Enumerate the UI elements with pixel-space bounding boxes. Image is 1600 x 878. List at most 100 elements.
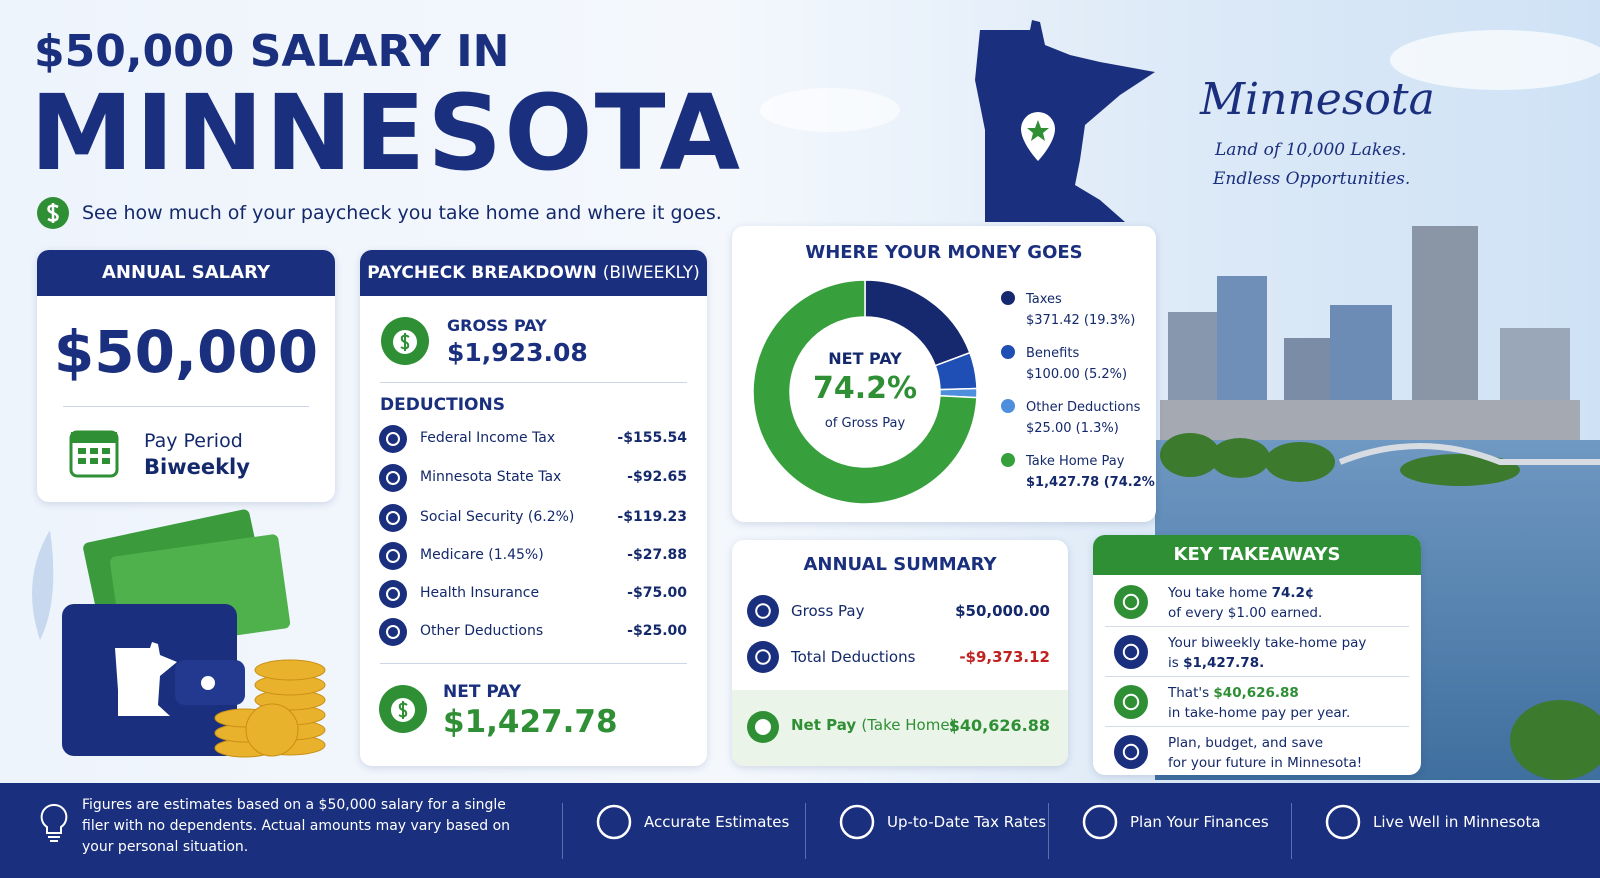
- summary-value: $50,000.00: [955, 602, 1050, 620]
- cloud: [1390, 30, 1600, 90]
- cloud: [760, 88, 900, 132]
- legend-swatch: [1001, 345, 1015, 359]
- dollar-icon: [37, 197, 69, 229]
- legend-swatch: [1001, 453, 1015, 467]
- deduction-icon: [379, 618, 407, 646]
- takeaway-line: You take home 74.2¢: [1168, 585, 1314, 601]
- footer-note: Figures are estimates based on a $50,000…: [82, 797, 511, 855]
- gross-label: GROSS PAY: [447, 316, 547, 335]
- legend-swatch: [1001, 399, 1015, 413]
- state-map: [975, 20, 1155, 222]
- takeaway-text: of every $1.00 earned.: [1168, 605, 1323, 621]
- deduction-icon: [379, 425, 407, 453]
- icon-circle: [747, 595, 779, 627]
- icon-glyph: [386, 549, 400, 563]
- feature-icon: [839, 804, 875, 840]
- net-label-text: Net Pay: [791, 716, 857, 734]
- icon-circle: [379, 618, 407, 646]
- divider: [380, 663, 687, 664]
- heading-text: PAYCHECK BREAKDOWN: [367, 263, 597, 283]
- legend-value: $25.00 (1.3%): [1026, 421, 1119, 436]
- summary-icon: [747, 595, 779, 627]
- divider: [1291, 803, 1292, 859]
- period-label: Pay Period: [144, 430, 243, 452]
- feature-label: Up-to-Date Tax Rates: [887, 813, 1047, 831]
- takeaway-icon: [1114, 735, 1148, 769]
- deduction-amount: -$25.00: [627, 623, 687, 639]
- card-heading: ANNUAL SALARY: [37, 250, 335, 296]
- deduction-name: Other Deductions: [420, 623, 544, 639]
- legend-label: Taxes: [1025, 292, 1062, 307]
- deduction-icon: [379, 464, 407, 492]
- feature-label: Live Well in Minnesota: [1373, 813, 1541, 831]
- summary-card: ANNUAL SUMMARY Net Pay (Take Home) $40,6…: [732, 540, 1068, 766]
- legend-value: $100.00 (5.2%): [1026, 367, 1127, 382]
- title-line2: MINNESOTA: [30, 72, 742, 194]
- bulb-icon: [40, 803, 68, 842]
- net-value: $40,626.88: [948, 716, 1050, 735]
- bridge: [1338, 443, 1600, 465]
- takeaway-icon: [1114, 635, 1148, 669]
- period-value: Biweekly: [144, 455, 250, 479]
- net-row: Net Pay (Take Home) $40,626.88: [732, 690, 1068, 766]
- icon-circle: [747, 641, 779, 673]
- wallet-illustration: [32, 509, 326, 758]
- net-label: Net Pay (Take Home): [791, 716, 955, 734]
- deduction-icon: [379, 504, 407, 532]
- net-note: (Take Home): [861, 716, 956, 734]
- footer: Figures are estimates based on a $50,000…: [0, 783, 1600, 878]
- summary-heading: ANNUAL SUMMARY: [803, 554, 997, 575]
- deduction-amount: -$155.54: [617, 430, 687, 446]
- divider: [1105, 676, 1409, 677]
- brand-tagline: Land of 10,000 Lakes.: [1215, 140, 1407, 160]
- feature-icon: [1082, 804, 1118, 840]
- card-heading: PAYCHECK BREAKDOWN (BIWEEKLY): [360, 250, 707, 296]
- gross-value: $1,923.08: [447, 338, 588, 367]
- calendar-icon: [69, 430, 119, 478]
- trees: [1160, 433, 1600, 780]
- deduction-amount: -$119.23: [617, 509, 687, 525]
- divider: [805, 803, 806, 859]
- takeaway-text: is: [1168, 655, 1184, 671]
- icon-circle: [379, 425, 407, 453]
- takeaway-text: 74.2¢: [1271, 585, 1315, 601]
- takeaway-text: $40,626.88: [1213, 685, 1299, 701]
- takeaway-text: That's: [1168, 685, 1214, 701]
- icon-circle: [839, 804, 875, 840]
- legend-label: Take Home Pay: [1025, 454, 1125, 469]
- divider: [1105, 626, 1409, 627]
- icon-glyph: [386, 432, 400, 446]
- icon-glyph: [1122, 643, 1140, 661]
- takeaway-icon: [1114, 685, 1148, 719]
- takeaway-line: Your biweekly take-home pay: [1168, 635, 1366, 651]
- icon-circle: [1114, 635, 1148, 669]
- deduction-amount: -$75.00: [627, 585, 687, 601]
- takeaway-line: Plan, budget, and save: [1168, 735, 1323, 751]
- takeaway-line: in take-home pay per year.: [1168, 705, 1350, 721]
- legend-value: $1,427.78 (74.2%): [1026, 475, 1156, 490]
- feature-icon: [596, 804, 632, 840]
- legend-value: $371.42 (19.3%): [1026, 313, 1135, 328]
- icon-glyph: [755, 603, 771, 619]
- map-pin: [1021, 112, 1055, 161]
- deduction-name: Health Insurance: [420, 585, 540, 601]
- takeaway-text: You take home: [1168, 585, 1272, 601]
- icon-circle: [1114, 685, 1148, 719]
- takeaway-line: is $1,427.78.: [1168, 655, 1264, 671]
- donut-chart: NET PAY 74.2% of Gross Pay Taxes $371.42 …: [752, 279, 1156, 505]
- icon-glyph: [755, 649, 771, 665]
- deductions-heading: DEDUCTIONS: [380, 395, 505, 415]
- heading-note: (BIWEEKLY): [602, 263, 700, 283]
- net-icon: [379, 685, 427, 733]
- icon-circle: [1114, 735, 1148, 769]
- salary-amount: $50,000: [53, 318, 319, 386]
- legend-label: Benefits: [1026, 346, 1079, 361]
- icon-glyph: [1122, 743, 1140, 761]
- deduction-amount: -$27.88: [627, 547, 687, 563]
- takeaway-icon: [1114, 585, 1148, 619]
- brand-tagline: Endless Opportunities.: [1213, 169, 1411, 189]
- takeaway-text: Plan, budget, and save: [1168, 735, 1324, 751]
- takeaway-text: $1,427.78.: [1183, 655, 1265, 671]
- icon-glyph: [386, 511, 400, 525]
